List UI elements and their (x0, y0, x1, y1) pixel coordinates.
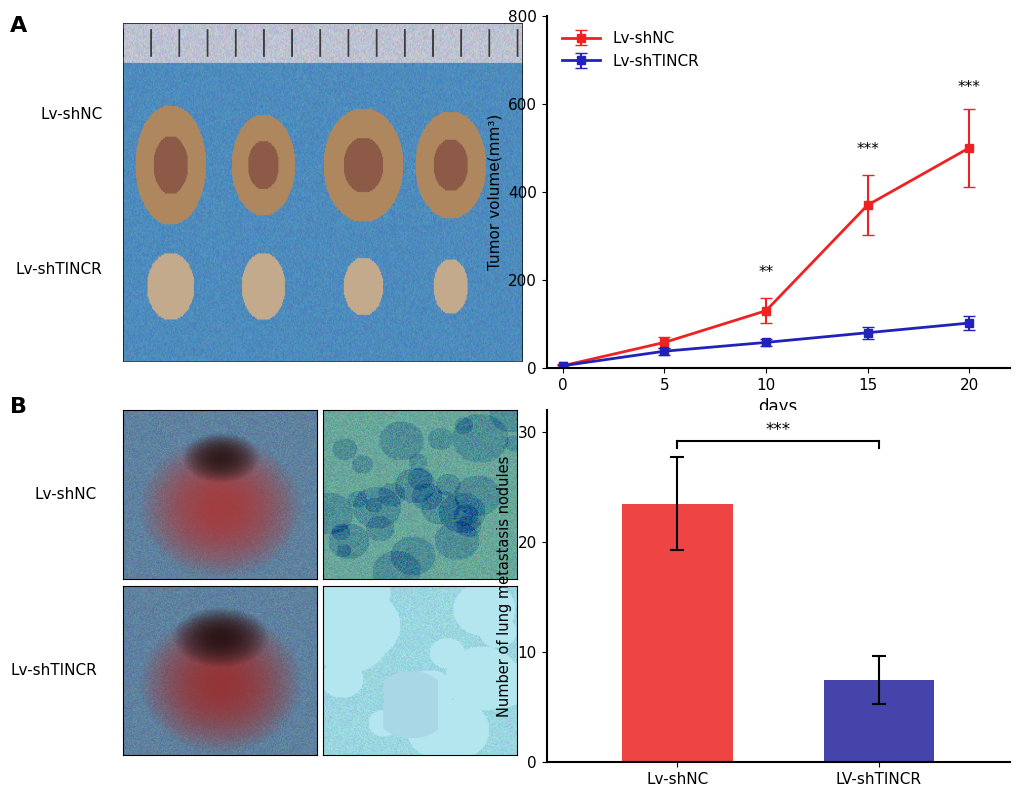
Text: **: ** (758, 265, 772, 280)
Text: Lv-shTINCR: Lv-shTINCR (15, 262, 102, 277)
Bar (622, 503, 732, 762)
Y-axis label: Tumor volume(mm³): Tumor volume(mm³) (487, 114, 501, 270)
Legend: Lv-shNC, Lv-shTINCR: Lv-shNC, Lv-shTINCR (553, 24, 706, 76)
Text: Lv-shTINCR: Lv-shTINCR (10, 663, 97, 678)
Text: ***: *** (765, 421, 790, 439)
Text: Lv-shNC: Lv-shNC (35, 488, 97, 502)
Text: ***: *** (855, 141, 878, 156)
Y-axis label: Number of lung metastasis nodules: Number of lung metastasis nodules (496, 456, 512, 717)
Text: B: B (10, 397, 28, 417)
Bar (822, 680, 933, 762)
Text: ***: *** (957, 80, 979, 95)
Text: A: A (10, 16, 28, 36)
Text: Lv-shNC: Lv-shNC (40, 107, 102, 122)
X-axis label: days: days (758, 399, 797, 416)
